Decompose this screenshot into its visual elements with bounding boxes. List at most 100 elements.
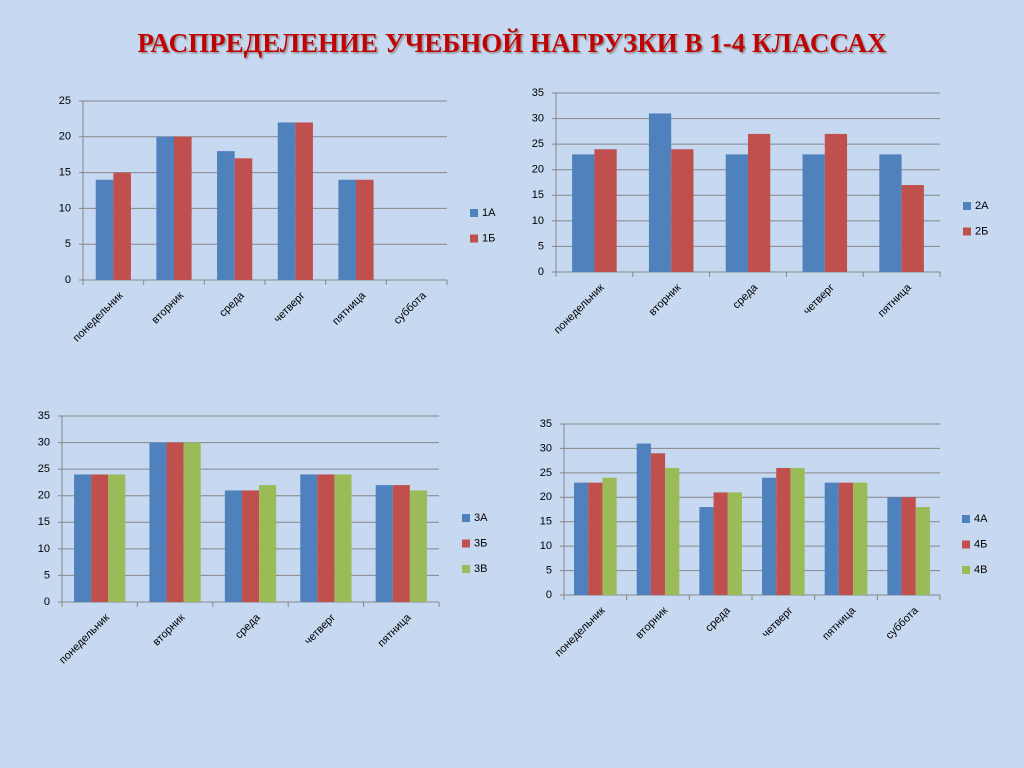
bar	[95, 179, 114, 280]
bar	[74, 474, 92, 602]
x-tick-label: пятница	[376, 611, 415, 650]
x-tick-label: среда	[730, 281, 760, 311]
legend-swatch	[462, 539, 470, 548]
bar	[259, 485, 277, 602]
bar	[409, 490, 427, 602]
bar	[762, 477, 777, 595]
bar	[572, 154, 595, 272]
legend-label: 2Б	[975, 225, 988, 237]
legend-label: 1Б	[482, 232, 495, 244]
bar	[650, 453, 666, 595]
bar	[887, 497, 902, 595]
bar	[108, 474, 126, 602]
bar	[392, 485, 410, 602]
y-tick-label: 10	[532, 215, 544, 227]
legend-label: 3А	[474, 512, 488, 524]
legend-swatch	[963, 227, 971, 236]
x-tick-label: четверг	[760, 605, 796, 641]
x-tick-label: четверг	[302, 612, 338, 648]
bar	[356, 179, 374, 280]
legend-swatch	[962, 540, 970, 549]
y-tick-label: 20	[59, 131, 71, 143]
x-tick-label: суббота	[884, 604, 922, 642]
x-tick-label: четверг	[801, 282, 837, 318]
bar	[648, 113, 672, 272]
bar	[901, 185, 924, 272]
x-tick-label: вторник	[647, 282, 684, 319]
y-tick-label: 5	[546, 564, 552, 576]
bar	[901, 497, 916, 595]
bar	[879, 154, 902, 272]
bar	[217, 151, 235, 280]
legend-label: 2А	[975, 200, 989, 212]
y-tick-label: 0	[538, 266, 544, 278]
bar	[234, 158, 253, 280]
legend-label: 4А	[974, 513, 988, 525]
x-tick-label: понедельник	[552, 282, 607, 337]
x-tick-label: среда	[217, 289, 247, 319]
y-tick-label: 5	[538, 240, 544, 252]
bar	[338, 179, 356, 280]
x-tick-label: вторник	[634, 605, 671, 642]
bar	[277, 122, 296, 280]
legend-swatch	[963, 202, 971, 210]
y-tick-label: 5	[65, 238, 71, 250]
y-tick-label: 5	[44, 569, 50, 581]
bar	[166, 442, 184, 602]
y-tick-label: 35	[540, 418, 552, 430]
bar	[149, 442, 167, 602]
bar	[224, 490, 242, 602]
y-tick-label: 30	[540, 442, 552, 454]
bar	[594, 149, 617, 272]
bar	[665, 467, 680, 595]
bar	[748, 133, 771, 272]
bar	[91, 474, 109, 602]
y-tick-label: 30	[38, 436, 50, 448]
y-tick-label: 20	[532, 164, 544, 176]
y-tick-label: 10	[38, 543, 50, 555]
bar	[713, 492, 728, 595]
bar	[915, 507, 930, 595]
bar	[241, 490, 260, 602]
bar	[295, 122, 313, 280]
x-tick-label: понедельник	[57, 612, 112, 667]
x-tick-label: среда	[233, 611, 263, 641]
y-tick-label: 25	[532, 138, 544, 150]
x-tick-label: пятница	[820, 604, 859, 643]
bar	[602, 477, 617, 595]
y-tick-label: 0	[65, 274, 71, 286]
bar	[671, 149, 694, 272]
legend-swatch	[462, 565, 470, 573]
legend-swatch	[470, 209, 478, 217]
legend-label: 4Б	[974, 538, 987, 550]
bar	[824, 482, 839, 595]
slide-title: РАСПРЕДЕЛЕНИЕ УЧЕБНОЙ НАГРУЗКИ В 1-4 КЛА…	[137, 28, 887, 58]
bar	[375, 485, 393, 602]
bar	[824, 133, 848, 272]
bar	[174, 136, 192, 280]
x-tick-label: вторник	[151, 612, 188, 649]
x-tick-label: суббота	[392, 289, 430, 327]
y-tick-label: 35	[38, 410, 50, 422]
y-tick-label: 20	[540, 491, 552, 503]
legend-label: 3Б	[474, 537, 487, 549]
bar	[853, 482, 868, 595]
legend-label: 4В	[974, 564, 987, 576]
bar	[334, 474, 352, 602]
y-tick-label: 25	[38, 463, 50, 475]
y-tick-label: 15	[532, 189, 544, 201]
bar	[113, 172, 131, 280]
y-tick-label: 20	[38, 490, 50, 502]
legend-swatch	[470, 234, 478, 243]
x-tick-label: пятница	[330, 289, 369, 328]
bar	[588, 482, 603, 595]
y-tick-label: 0	[546, 589, 552, 601]
bar	[838, 482, 854, 595]
bar	[790, 467, 805, 595]
y-tick-label: 30	[532, 112, 544, 124]
bar	[699, 507, 714, 595]
legend-swatch	[962, 515, 970, 523]
bar	[727, 492, 742, 595]
bar	[636, 443, 651, 595]
x-tick-label: понедельник	[553, 605, 608, 660]
